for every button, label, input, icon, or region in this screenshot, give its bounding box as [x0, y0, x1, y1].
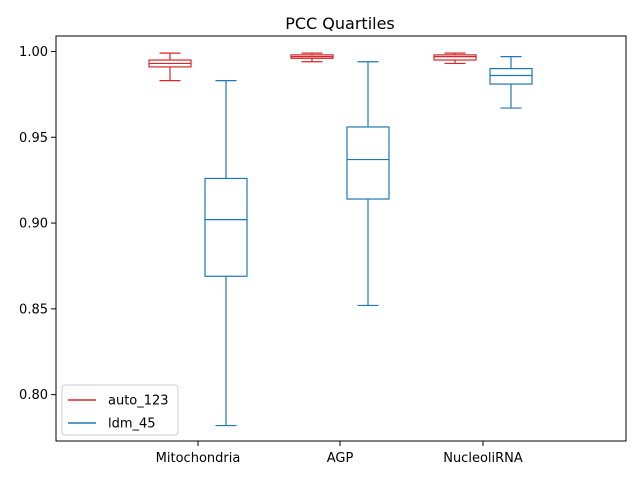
- box-auto_123-0: [148, 52, 192, 82]
- box-iqr: [204, 177, 248, 277]
- chart-title: PCC Quartiles: [285, 14, 395, 33]
- legend-label-auto_123: auto_123: [108, 394, 169, 409]
- y-tick-label: 0.85: [19, 302, 48, 317]
- y-tick-label: 0.95: [19, 131, 48, 146]
- plot-area: [55, 35, 627, 442]
- box-auto_123-2: [433, 52, 477, 65]
- x-axis: Mitochondria AGP NucleoliRNA: [156, 441, 523, 466]
- boxes: [148, 52, 533, 427]
- box-ldm_45-0: [204, 80, 248, 427]
- box-iqr: [346, 126, 390, 200]
- y-tick-label: 1.00: [19, 45, 48, 60]
- x-tick-label: AGP: [327, 451, 354, 466]
- box-ldm_45-1: [346, 61, 390, 307]
- y-tick-label: 0.90: [19, 217, 48, 232]
- legend-label-ldm_45: ldm_45: [108, 417, 156, 432]
- box-ldm_45-2: [489, 55, 533, 109]
- x-tick-label: Mitochondria: [156, 451, 241, 466]
- box-iqr: [433, 54, 477, 61]
- y-axis: 0.80 0.85 0.90 0.95 1.00: [19, 45, 56, 403]
- box-auto_123-1: [290, 52, 334, 63]
- legend: auto_123 ldm_45: [61, 384, 179, 436]
- box-iqr: [489, 68, 533, 85]
- x-tick-label: NucleoliRNA: [443, 451, 523, 466]
- y-tick-label: 0.80: [19, 388, 48, 403]
